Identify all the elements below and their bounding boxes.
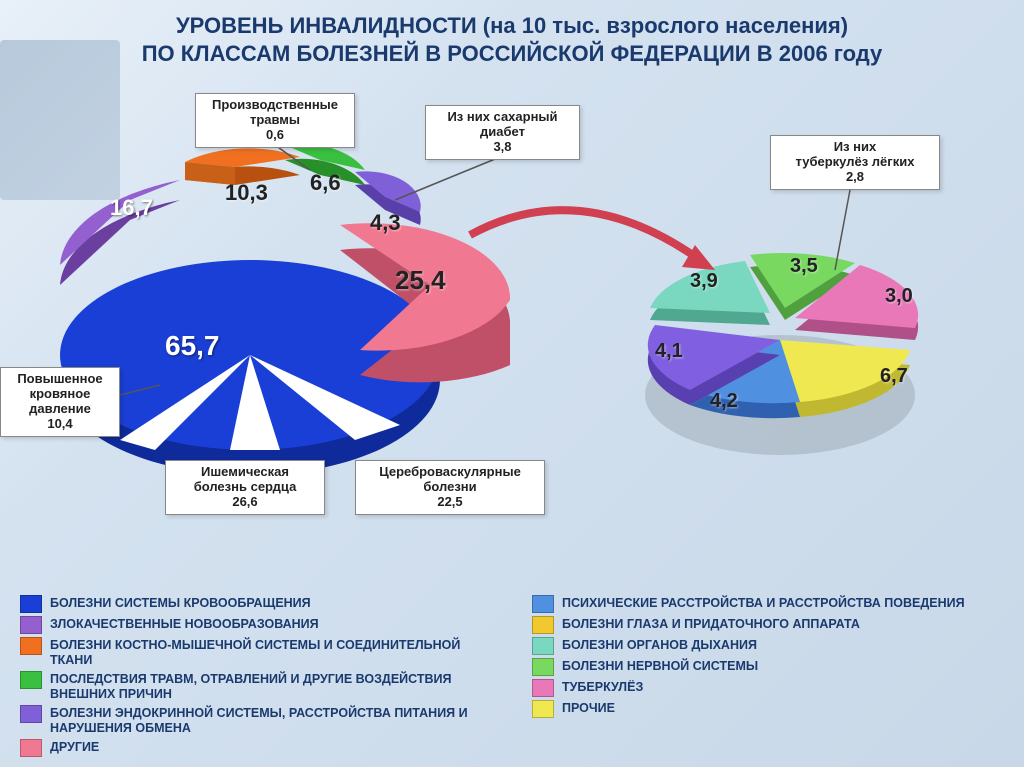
callout-diabetes: Из них сахарный диабет 3,8: [425, 105, 580, 160]
legend-swatch: [20, 616, 42, 634]
sec-value-3: 6,7: [880, 365, 908, 388]
main-value-0: 16,7: [110, 195, 153, 221]
legend-swatch: [20, 705, 42, 723]
callout-ischemic: Ишемическая болезнь сердца 26,6: [165, 460, 325, 515]
legend-swatch: [532, 679, 554, 697]
callout-prod-trauma: Производственные травмы 0,6: [195, 93, 355, 148]
legend-label: ТУБЕРКУЛЁЗ: [562, 679, 643, 695]
legend-item: БОЛЕЗНИ ОРГАНОВ ДЫХАНИЯ: [532, 637, 1004, 655]
main-value-1: 10,3: [225, 180, 268, 206]
sec-value-2: 3,0: [885, 285, 913, 308]
main-value-3: 4,3: [370, 210, 401, 236]
callout-tuberculosis: Из них туберкулёз лёгких 2,8: [770, 135, 940, 190]
legend-label: БОЛЕЗНИ СИСТЕМЫ КРОВООБРАЩЕНИЯ: [50, 595, 311, 611]
legend-item: ПРОЧИЕ: [532, 700, 1004, 718]
legend-item: БОЛЕЗНИ СИСТЕМЫ КРОВООБРАЩЕНИЯ: [20, 595, 492, 613]
legend-item: БОЛЕЗНИ НЕРВНОЙ СИСТЕМЫ: [532, 658, 1004, 676]
callout-hypertension: Повышенное кровяное давление 10,4: [0, 367, 120, 437]
legend-label: ПСИХИЧЕСКИЕ РАССТРОЙСТВА И РАССТРОЙСТВА …: [562, 595, 965, 611]
sec-value-4: 4,2: [710, 390, 738, 413]
sec-value-0: 3,9: [690, 270, 718, 293]
sec-value-1: 3,5: [790, 255, 818, 278]
main-value-5: 65,7: [165, 330, 220, 362]
title-line-2: ПО КЛАССАМ БОЛЕЗНЕЙ В РОССИЙСКОЙ ФЕДЕРАЦ…: [142, 41, 883, 66]
legend-item: БОЛЕЗНИ КОСТНО-МЫШЕЧНОЙ СИСТЕМЫ И СОЕДИН…: [20, 637, 492, 668]
legend-swatch: [532, 595, 554, 613]
sec-value-5: 4,1: [655, 340, 683, 363]
legend-label: ДРУГИЕ: [50, 739, 99, 755]
legend-label: ПРОЧИЕ: [562, 700, 615, 716]
legend-label: ПОСЛЕДСТВИЯ ТРАВМ, ОТРАВЛЕНИЙ И ДРУГИЕ В…: [50, 671, 492, 702]
legend-swatch: [532, 616, 554, 634]
legend-label: БОЛЕЗНИ ГЛАЗА И ПРИДАТОЧНОГО АППАРАТА: [562, 616, 860, 632]
legend-swatch: [20, 637, 42, 655]
legend-swatch: [20, 739, 42, 757]
page-title: УРОВЕНЬ ИНВАЛИДНОСТИ (на 10 тыс. взросло…: [0, 0, 1024, 75]
legend-item: БОЛЕЗНИ ГЛАЗА И ПРИДАТОЧНОГО АППАРАТА: [532, 616, 1004, 634]
legend: БОЛЕЗНИ СИСТЕМЫ КРОВООБРАЩЕНИЯ ЗЛОКАЧЕСТВ…: [20, 595, 1004, 757]
legend-item: ПОСЛЕДСТВИЯ ТРАВМ, ОТРАВЛЕНИЙ И ДРУГИЕ В…: [20, 671, 492, 702]
legend-item: БОЛЕЗНИ ЭНДОКРИННОЙ СИСТЕМЫ, РАССТРОЙСТВ…: [20, 705, 492, 736]
legend-swatch: [532, 658, 554, 676]
legend-swatch: [20, 671, 42, 689]
callout-cerebrovascular: Цереброваскулярные болезни 22,5: [355, 460, 545, 515]
main-value-2: 6,6: [310, 170, 341, 196]
legend-label: БОЛЕЗНИ ОРГАНОВ ДЫХАНИЯ: [562, 637, 757, 653]
legend-right: ПСИХИЧЕСКИЕ РАССТРОЙСТВА И РАССТРОЙСТВА …: [532, 595, 1004, 757]
main-value-4: 25,4: [395, 265, 446, 296]
legend-item: ЗЛОКАЧЕСТВЕННЫЕ НОВООБРАЗОВАНИЯ: [20, 616, 492, 634]
legend-label: ЗЛОКАЧЕСТВЕННЫЕ НОВООБРАЗОВАНИЯ: [50, 616, 319, 632]
legend-label: БОЛЕЗНИ КОСТНО-МЫШЕЧНОЙ СИСТЕМЫ И СОЕДИН…: [50, 637, 492, 668]
legend-item: ПСИХИЧЕСКИЕ РАССТРОЙСТВА И РАССТРОЙСТВА …: [532, 595, 1004, 613]
legend-item: ДРУГИЕ: [20, 739, 492, 757]
title-line-1: УРОВЕНЬ ИНВАЛИДНОСТИ (на 10 тыс. взросло…: [176, 13, 848, 38]
legend-label: БОЛЕЗНИ ЭНДОКРИННОЙ СИСТЕМЫ, РАССТРОЙСТВ…: [50, 705, 492, 736]
legend-swatch: [20, 595, 42, 613]
legend-left: БОЛЕЗНИ СИСТЕМЫ КРОВООБРАЩЕНИЯ ЗЛОКАЧЕСТВ…: [20, 595, 492, 757]
legend-swatch: [532, 700, 554, 718]
legend-item: ТУБЕРКУЛЁЗ: [532, 679, 1004, 697]
chart-area: 16,7 10,3 6,6 4,3 25,4 65,7 3,9 3,5 3,0 …: [0, 75, 1024, 515]
legend-label: БОЛЕЗНИ НЕРВНОЙ СИСТЕМЫ: [562, 658, 758, 674]
legend-swatch: [532, 637, 554, 655]
